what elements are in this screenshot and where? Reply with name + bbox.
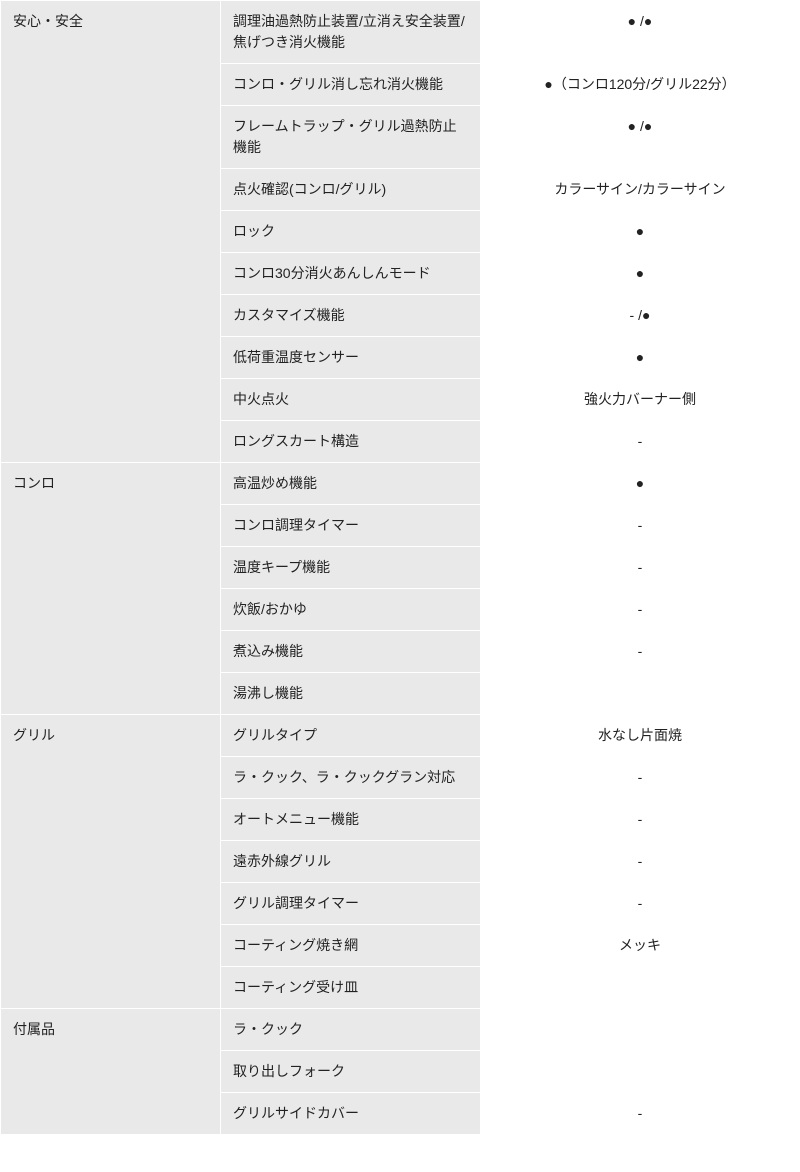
- feature-cell: 高温炒め機能: [221, 463, 481, 505]
- category-cell: コンロ: [1, 463, 221, 715]
- feature-cell: 煮込み機能: [221, 631, 481, 673]
- table-row: 安心・安全 調理油過熱防止装置/立消え安全装置/焦げつき消火機能 ● /●: [1, 1, 800, 64]
- feature-cell: グリルタイプ: [221, 715, 481, 757]
- feature-cell: 取り出しフォーク: [221, 1051, 481, 1093]
- value-cell: ●: [481, 253, 800, 295]
- feature-cell: カスタマイズ機能: [221, 295, 481, 337]
- value-cell: -: [481, 883, 800, 925]
- table-row: コンロ 高温炒め機能 ●: [1, 463, 800, 505]
- feature-cell: ロングスカート構造: [221, 421, 481, 463]
- feature-cell: 点火確認(コンロ/グリル): [221, 169, 481, 211]
- spec-table-body: 安心・安全 調理油過熱防止装置/立消え安全装置/焦げつき消火機能 ● /● コン…: [1, 1, 800, 1135]
- feature-cell: コンロ・グリル消し忘れ消火機能: [221, 64, 481, 106]
- value-cell: 水なし片面焼: [481, 715, 800, 757]
- table-row: 付属品 ラ・クック: [1, 1009, 800, 1051]
- feature-cell: 中火点火: [221, 379, 481, 421]
- value-cell: -: [481, 421, 800, 463]
- value-cell: -: [481, 589, 800, 631]
- feature-cell: ロック: [221, 211, 481, 253]
- value-cell: -: [481, 505, 800, 547]
- value-cell: -: [481, 547, 800, 589]
- value-cell: [481, 1051, 800, 1093]
- feature-cell: グリルサイドカバー: [221, 1093, 481, 1135]
- category-cell: 付属品: [1, 1009, 221, 1135]
- category-cell: 安心・安全: [1, 1, 221, 463]
- feature-cell: オートメニュー機能: [221, 799, 481, 841]
- value-cell: ●: [481, 337, 800, 379]
- value-cell: ● /●: [481, 106, 800, 169]
- feature-cell: コンロ30分消火あんしんモード: [221, 253, 481, 295]
- feature-cell: 温度キープ機能: [221, 547, 481, 589]
- feature-cell: 湯沸し機能: [221, 673, 481, 715]
- value-cell: カラーサイン/カラーサイン: [481, 169, 800, 211]
- feature-cell: 遠赤外線グリル: [221, 841, 481, 883]
- feature-cell: コーティング受け皿: [221, 967, 481, 1009]
- value-cell: [481, 967, 800, 1009]
- value-cell: メッキ: [481, 925, 800, 967]
- table-row: グリル グリルタイプ 水なし片面焼: [1, 715, 800, 757]
- value-cell: -: [481, 799, 800, 841]
- feature-cell: フレームトラップ・グリル過熱防止機能: [221, 106, 481, 169]
- value-cell: -: [481, 841, 800, 883]
- spec-table: 安心・安全 調理油過熱防止装置/立消え安全装置/焦げつき消火機能 ● /● コン…: [0, 0, 800, 1135]
- feature-cell: 炊飯/おかゆ: [221, 589, 481, 631]
- feature-cell: ラ・クック: [221, 1009, 481, 1051]
- category-cell: グリル: [1, 715, 221, 1009]
- value-cell: [481, 1009, 800, 1051]
- value-cell: ●（コンロ120分/グリル22分）: [481, 64, 800, 106]
- feature-cell: グリル調理タイマー: [221, 883, 481, 925]
- value-cell: [481, 673, 800, 715]
- value-cell: ●: [481, 463, 800, 505]
- feature-cell: 調理油過熱防止装置/立消え安全装置/焦げつき消火機能: [221, 1, 481, 64]
- value-cell: - /●: [481, 295, 800, 337]
- feature-cell: コーティング焼き網: [221, 925, 481, 967]
- value-cell: -: [481, 631, 800, 673]
- value-cell: ● /●: [481, 1, 800, 64]
- value-cell: 強火力バーナー側: [481, 379, 800, 421]
- value-cell: -: [481, 757, 800, 799]
- feature-cell: 低荷重温度センサー: [221, 337, 481, 379]
- feature-cell: ラ・クック、ラ・クックグラン対応: [221, 757, 481, 799]
- value-cell: ●: [481, 211, 800, 253]
- feature-cell: コンロ調理タイマー: [221, 505, 481, 547]
- value-cell: -: [481, 1093, 800, 1135]
